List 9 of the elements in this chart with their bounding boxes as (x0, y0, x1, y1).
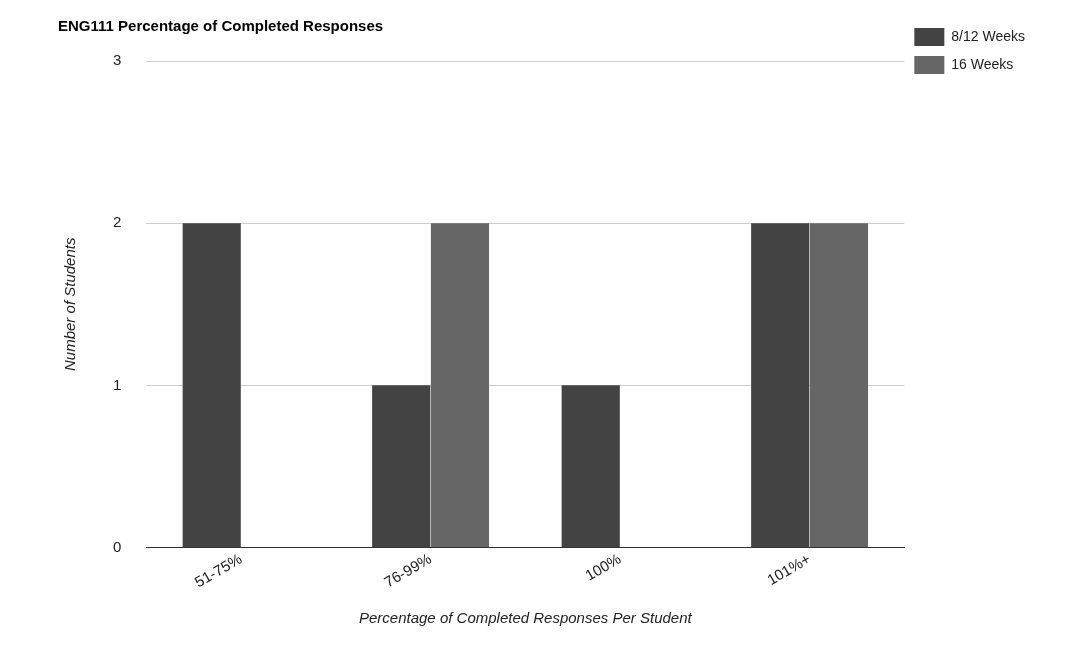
y-tick-label: 2 (113, 213, 122, 231)
legend-label: 8/12 Weeks (951, 27, 1025, 44)
y-tick-label: 3 (113, 51, 122, 69)
y-tick-label: 0 (113, 537, 122, 555)
legend-label: 16 Weeks (951, 55, 1014, 72)
y-axis-title: Number of Students (61, 237, 79, 371)
x-axis-title: Percentage of Completed Responses Per Student (358, 609, 693, 627)
chart-title: ENG111 Percentage of Completed Responses (58, 17, 384, 35)
y-tick-label: 1 (113, 375, 122, 393)
